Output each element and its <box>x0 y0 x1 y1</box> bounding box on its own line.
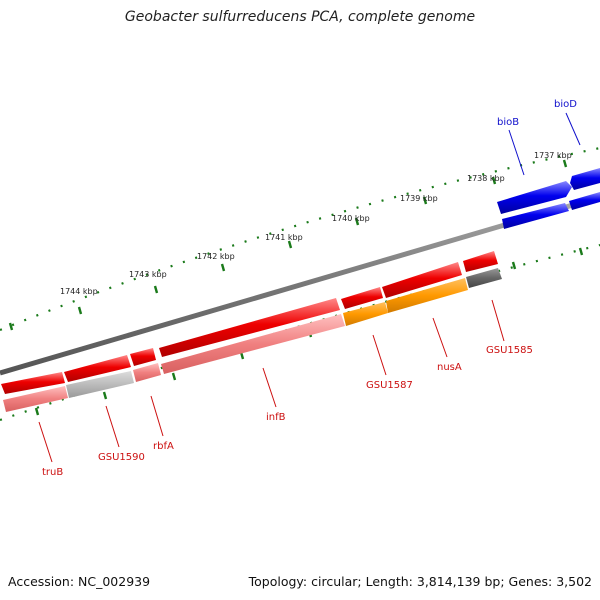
kbp-label: 1742 kbp <box>197 252 235 261</box>
major-tick <box>8 322 14 331</box>
forward-strand-genes[interactable] <box>497 168 600 229</box>
gene-nusA-arrow[interactable] <box>382 262 462 298</box>
gene-GSU1587-arrow[interactable] <box>341 287 383 309</box>
inner-major-tick <box>578 247 584 256</box>
kbp-label: 1743 kbp <box>129 270 167 279</box>
leader-GSU1590 <box>105 405 120 448</box>
inner-major-tick <box>171 372 177 381</box>
gene-nusA-overlay <box>386 278 468 313</box>
kbp-label: 1744 kbp <box>60 287 98 296</box>
leader-bioD <box>565 112 581 146</box>
major-tick <box>354 217 360 226</box>
major-tick <box>562 159 568 168</box>
gene-label-rbfA: rbfA <box>153 441 174 452</box>
gene-label-infB: infB <box>266 412 286 423</box>
gene-GSU1590-arrow[interactable] <box>64 355 131 382</box>
gene-label-truB: truB <box>42 467 63 478</box>
gene-truB-arrow[interactable] <box>1 372 65 394</box>
gene-GSU1587-overlay <box>343 302 388 326</box>
gene-GSU1585-overlay <box>466 268 502 288</box>
major-tick <box>220 263 226 272</box>
gene-bioD-arrow[interactable] <box>570 168 600 190</box>
gene-label-GSU1587: GSU1587 <box>366 380 413 391</box>
gene-labels: bioD bioB GSU1585 nusA GSU1587 infB rbfA… <box>42 99 577 478</box>
leader-bioB <box>508 129 525 176</box>
leader-nusA <box>432 317 448 358</box>
gene-bioB-overlay <box>502 203 569 229</box>
kbp-label: 1740 kbp <box>332 214 370 223</box>
map-title: Geobacter sulfurreducens PCA, complete g… <box>124 9 476 25</box>
leader-truB <box>38 421 53 463</box>
gene-infB-overlay <box>161 314 345 374</box>
leader-GSU1585 <box>491 299 505 342</box>
gene-label-GSU1590: GSU1590 <box>98 452 145 463</box>
gene-GSU1590-overlay <box>66 371 134 398</box>
gene-label-bioD: bioD <box>554 99 577 110</box>
gene-bioD-overlay <box>569 192 600 210</box>
gene-rbfA-overlay <box>133 363 161 382</box>
genome-info-text: Topology: circular; Length: 3,814,139 bp… <box>248 574 592 589</box>
kbp-label: 1741 kbp <box>265 233 303 242</box>
inner-major-tick <box>511 261 517 270</box>
major-tick <box>422 196 428 205</box>
forward-leaders <box>508 112 581 176</box>
major-tick <box>153 285 159 294</box>
reverse-strand-genes[interactable] <box>1 251 502 412</box>
gene-truB-overlay <box>3 386 68 412</box>
gene-label-bioB: bioB <box>497 117 519 128</box>
major-ticks <box>8 159 568 331</box>
kbp-label: 1737 kbp <box>534 151 572 160</box>
inner-major-tick <box>102 391 108 400</box>
leader-infB <box>262 367 277 408</box>
major-tick <box>77 306 83 315</box>
kbp-labels: 1737 kbp 1738 kbp 1739 kbp 1740 kbp 1741… <box>60 151 572 296</box>
reverse-leaders <box>38 299 505 463</box>
gene-rbfA-arrow[interactable] <box>130 348 156 366</box>
gene-infB-arrow[interactable] <box>159 298 340 357</box>
major-tick <box>287 240 293 249</box>
leader-rbfA <box>150 395 164 437</box>
leader-GSU1587 <box>372 334 387 376</box>
gene-label-nusA: nusA <box>437 362 462 373</box>
accession-text: Accession: NC_002939 <box>8 574 151 589</box>
inner-major-tick <box>34 407 40 416</box>
gene-GSU1585-arrow[interactable] <box>463 251 498 272</box>
gene-label-GSU1585: GSU1585 <box>486 345 533 356</box>
kbp-label: 1738 kbp <box>467 174 505 183</box>
major-tick <box>491 176 497 185</box>
gene-bioB-arrow[interactable] <box>497 181 572 214</box>
kbp-label: 1739 kbp <box>400 194 438 203</box>
